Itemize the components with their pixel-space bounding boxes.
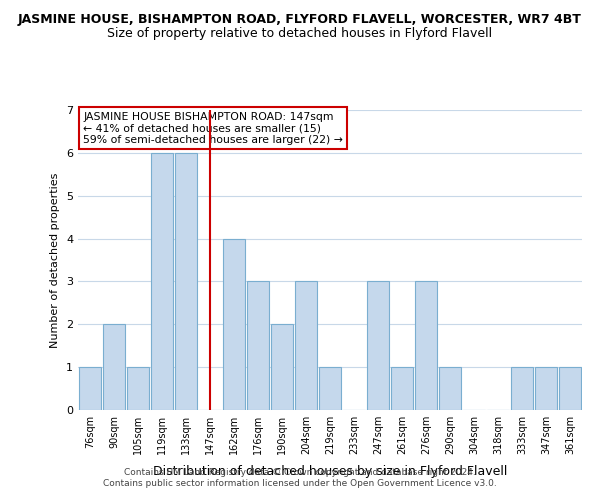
Bar [223,238,245,410]
Bar [439,367,461,410]
Bar [79,367,101,410]
Bar [295,282,317,410]
Bar [367,282,389,410]
Bar [175,153,197,410]
Bar [271,324,293,410]
Text: JASMINE HOUSE, BISHAMPTON ROAD, FLYFORD FLAVELL, WORCESTER, WR7 4BT: JASMINE HOUSE, BISHAMPTON ROAD, FLYFORD … [18,12,582,26]
Bar [535,367,557,410]
Bar [127,367,149,410]
Bar [391,367,413,410]
Text: JASMINE HOUSE BISHAMPTON ROAD: 147sqm
← 41% of detached houses are smaller (15)
: JASMINE HOUSE BISHAMPTON ROAD: 147sqm ← … [83,112,343,144]
X-axis label: Distribution of detached houses by size in Flyford Flavell: Distribution of detached houses by size … [153,466,507,478]
Bar [511,367,533,410]
Y-axis label: Number of detached properties: Number of detached properties [50,172,61,348]
Bar [559,367,581,410]
Bar [103,324,125,410]
Bar [319,367,341,410]
Bar [415,282,437,410]
Text: Size of property relative to detached houses in Flyford Flavell: Size of property relative to detached ho… [107,28,493,40]
Bar [151,153,173,410]
Text: Contains HM Land Registry data © Crown copyright and database right 2024.
Contai: Contains HM Land Registry data © Crown c… [103,468,497,487]
Bar [247,282,269,410]
